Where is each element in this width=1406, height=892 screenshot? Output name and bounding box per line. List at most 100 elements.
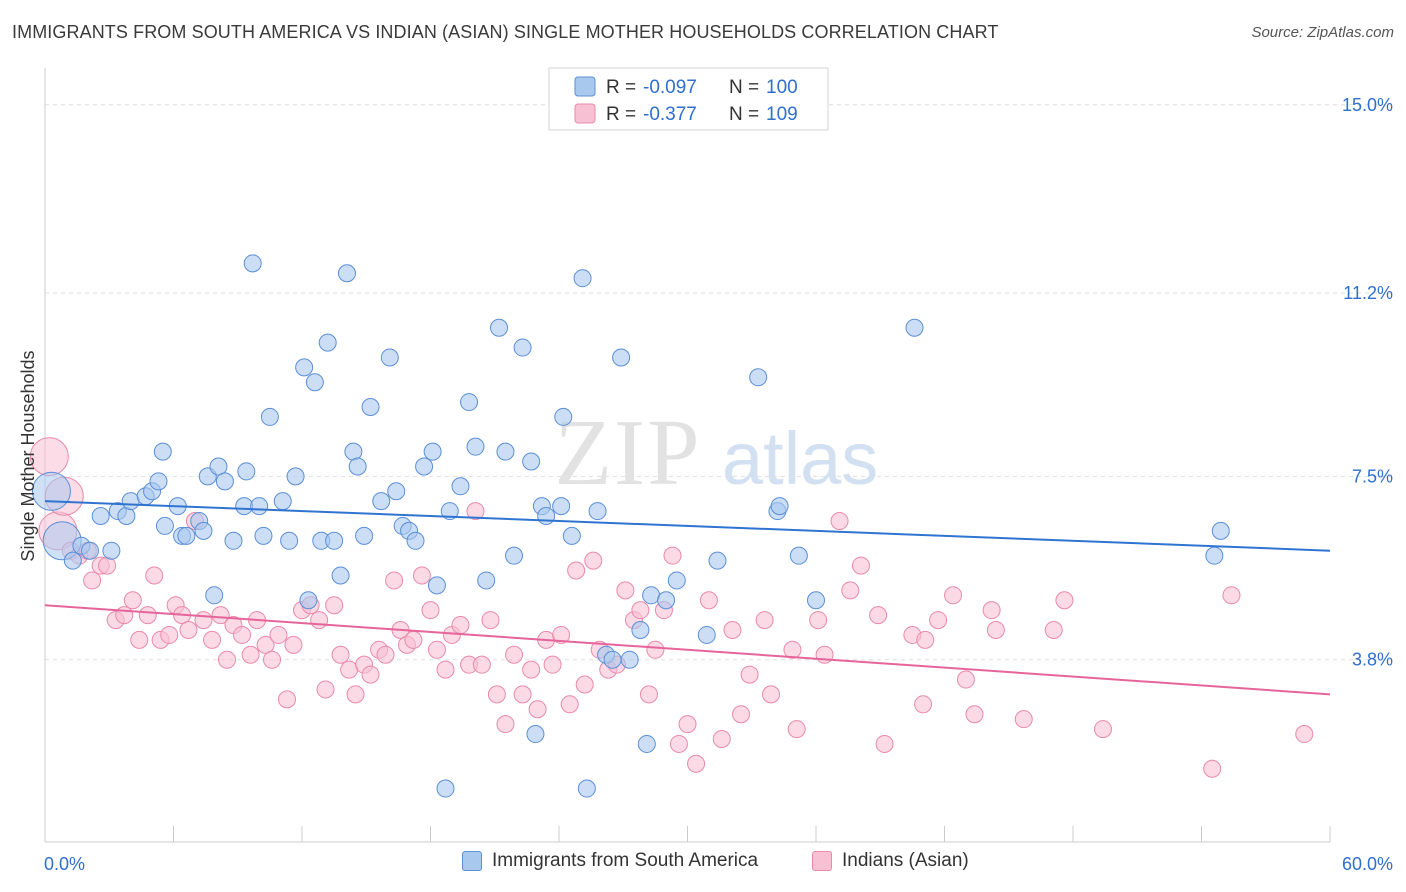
indians-point-36 — [310, 611, 329, 630]
legend-n-value-blue: 100 — [766, 77, 798, 98]
y-tick-label-3: 15.0% — [1342, 95, 1393, 115]
indians-point-108 — [965, 705, 984, 724]
legend-swatch-indians — [812, 851, 832, 871]
indians-point-104 — [916, 630, 935, 649]
series-legend: Immigrants from South America Indians (A… — [0, 850, 1406, 878]
immigrants-point-32 — [280, 531, 299, 550]
immigrants-point-47 — [380, 348, 399, 367]
immigrants-point-70 — [554, 407, 573, 426]
trend-lines — [44, 500, 1331, 696]
indians-point-72 — [584, 551, 603, 570]
y-tick-label-0: 3.8% — [1352, 650, 1393, 670]
immigrants-point-22 — [209, 457, 228, 476]
indians-point-10 — [115, 606, 134, 625]
immigrants-point-29 — [254, 526, 273, 545]
indians-point-117 — [1295, 725, 1314, 744]
legend-item-indians[interactable]: Indians (Asian) — [812, 850, 969, 872]
legend-swatch-pink — [574, 103, 596, 124]
indians-point-24 — [218, 650, 237, 669]
indians-point-12 — [130, 630, 149, 649]
legend-stats: R = -0.097 N = 100 R = -0.377 N = 109 — [548, 67, 829, 131]
immigrants-point-40 — [331, 566, 350, 585]
indians-point-112 — [1044, 620, 1063, 639]
immigrants-point-27 — [243, 254, 262, 273]
immigrants-point-65 — [522, 452, 541, 471]
indians-point-21 — [194, 611, 213, 630]
immigrants-point-76 — [603, 650, 622, 669]
immigrants-point-66 — [526, 725, 545, 744]
indians-point-69 — [560, 695, 579, 714]
legend-n-value-pink: 109 — [766, 104, 798, 125]
indians-point-40 — [340, 660, 359, 679]
y-tick-label-2: 11.2% — [1343, 283, 1393, 303]
indians-point-91 — [755, 611, 774, 630]
indians-point-46 — [385, 571, 404, 590]
indians-point-50 — [412, 566, 431, 585]
immigrants-point-34 — [295, 358, 314, 377]
legend-item-immigrants[interactable]: Immigrants from South America — [462, 850, 758, 872]
indians-point-98 — [841, 581, 860, 600]
immigrants-point-26 — [237, 462, 256, 481]
grid-lines — [45, 104, 1392, 661]
series-immigrants-south-america — [31, 254, 1230, 798]
watermark-zip: ZIP — [555, 401, 702, 505]
legend-label-immigrants: Immigrants from South America — [492, 850, 759, 871]
immigrants-point-64 — [513, 338, 532, 357]
immigrants-point-83 — [667, 571, 686, 590]
indians-point-65 — [528, 700, 547, 719]
indians-point-16 — [160, 625, 179, 644]
indians-point-13 — [138, 606, 157, 625]
indians-point-19 — [179, 620, 198, 639]
indians-point-115 — [1203, 759, 1222, 778]
immigrants-point-33 — [286, 467, 305, 486]
indians-point-111 — [1014, 710, 1033, 729]
indians-point-83 — [669, 734, 688, 753]
x-tick-labels: 0.0% 60.0% — [44, 854, 1393, 874]
indians-point-23 — [211, 606, 230, 625]
indians-point-64 — [522, 660, 541, 679]
immigrants-point-19 — [194, 521, 213, 540]
immigrants-point-48 — [387, 482, 406, 501]
immigrants-point-21 — [205, 586, 224, 605]
indians-point-45 — [376, 645, 395, 664]
y-axis-label: Single Mother Households — [18, 350, 38, 561]
immigrants-point-82 — [657, 591, 676, 610]
x-tick-label-1: 60.0% — [1342, 854, 1393, 874]
indians-point-49 — [404, 630, 423, 649]
indians-point-82 — [663, 546, 682, 565]
immigrants-point-72 — [573, 269, 592, 288]
indians-point-51 — [421, 601, 440, 620]
indians-trend-line — [44, 604, 1331, 696]
indians-point-100 — [869, 606, 888, 625]
y-tick-label-1: 7.5% — [1352, 466, 1393, 486]
immigrants-point-62 — [496, 442, 515, 461]
legend-swatch-immigrants — [462, 851, 482, 871]
indians-point-29 — [256, 635, 275, 654]
indians-point-85 — [687, 754, 706, 773]
y-tick-labels: 3.8% 7.5% 11.2% 15.0% — [1342, 95, 1393, 670]
indians-point-88 — [723, 620, 742, 639]
immigrants-point-80 — [637, 734, 656, 753]
indians-point-68 — [552, 625, 571, 644]
immigrants-point-89 — [789, 546, 808, 565]
immigrants-point-93 — [1211, 521, 1230, 540]
immigrants-point-43 — [348, 457, 367, 476]
immigrants-point-53 — [423, 442, 442, 461]
indians-point-97 — [830, 511, 849, 530]
immigrants-point-85 — [708, 551, 727, 570]
indians-point-93 — [783, 640, 802, 659]
indians-point-70 — [567, 561, 586, 580]
immigrants-point-69 — [552, 497, 571, 516]
immigrants-point-79 — [631, 620, 650, 639]
indians-point-43 — [361, 665, 380, 684]
immigrants-point-30 — [260, 407, 279, 426]
indians-point-67 — [543, 655, 562, 674]
immigrants-point-84 — [697, 625, 716, 644]
indians-point-101 — [875, 734, 894, 753]
indians-point-80 — [646, 640, 665, 659]
immigrants-point-77 — [612, 348, 631, 367]
indians-point-106 — [944, 586, 963, 605]
indians-point-60 — [487, 685, 506, 704]
indians-point-57 — [466, 502, 485, 521]
